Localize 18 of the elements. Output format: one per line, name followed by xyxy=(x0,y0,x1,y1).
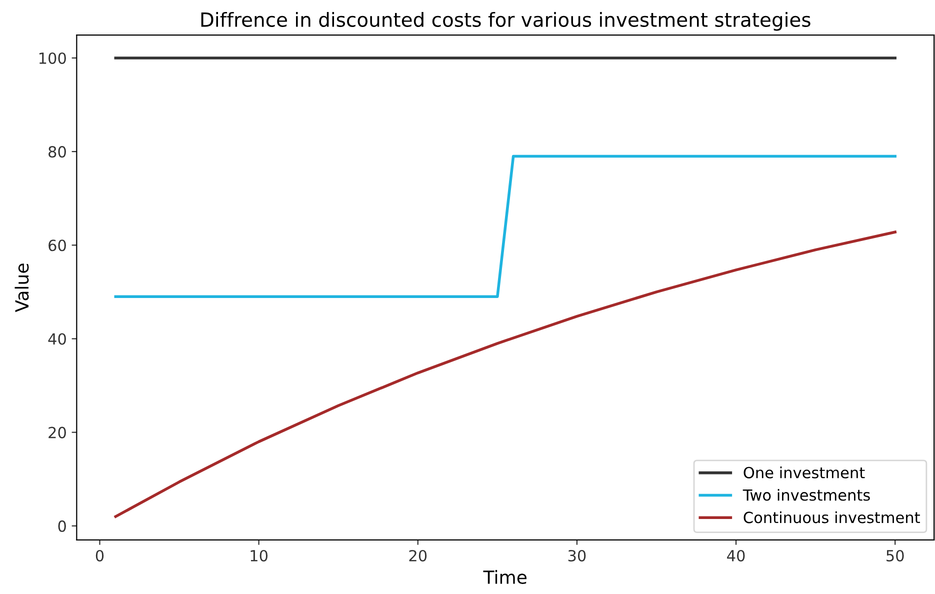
x-tick-label: 30 xyxy=(568,550,586,562)
x-tick-label: 50 xyxy=(886,550,904,562)
y-tick-label: 0 xyxy=(58,520,66,532)
legend-label: Continuous investment xyxy=(744,511,920,524)
y-tick-label: 20 xyxy=(48,426,66,438)
x-tick-label: 0 xyxy=(96,550,104,562)
y-tick-label: 80 xyxy=(48,146,66,158)
y-tick-label: 100 xyxy=(39,52,66,64)
x-tick-label: 20 xyxy=(409,550,427,562)
x-axis-title: Time xyxy=(483,570,526,584)
x-tick-label: 10 xyxy=(250,550,268,562)
y-axis-title: Value xyxy=(14,264,29,312)
x-tick-label: 40 xyxy=(727,550,745,562)
legend-label: One investment xyxy=(744,466,865,478)
y-tick-label: 60 xyxy=(48,240,66,252)
y-tick-label: 40 xyxy=(48,333,66,345)
chart-title: Diffrence in discounted costs for various investment strategies xyxy=(201,12,810,31)
legend-label: Two investments xyxy=(742,488,870,501)
